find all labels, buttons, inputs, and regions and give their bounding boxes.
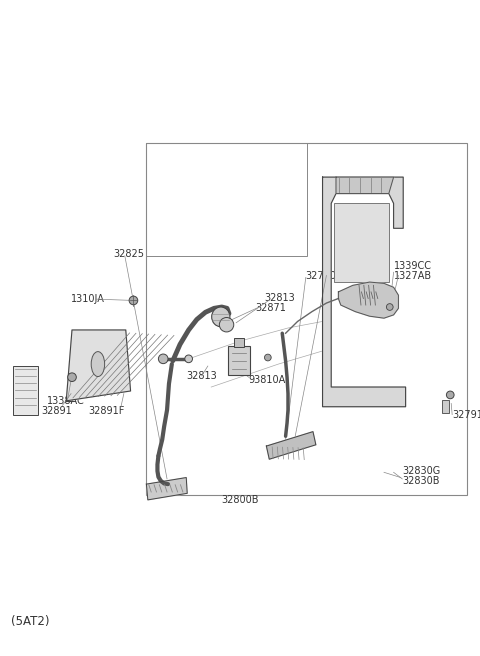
- Text: (5AT2): (5AT2): [11, 615, 49, 628]
- Text: 93810A: 93810A: [249, 375, 286, 385]
- Circle shape: [158, 354, 168, 363]
- Text: 32891F: 32891F: [89, 405, 125, 416]
- Text: 32791: 32791: [452, 409, 480, 420]
- Polygon shape: [266, 432, 316, 459]
- Text: 32871: 32871: [255, 302, 286, 313]
- Text: 32830B: 32830B: [402, 476, 440, 486]
- Polygon shape: [66, 330, 131, 401]
- Text: 32700A: 32700A: [306, 270, 343, 281]
- Text: 32891: 32891: [42, 405, 72, 416]
- Bar: [228, 346, 250, 375]
- Polygon shape: [146, 478, 187, 500]
- Text: 1338AC: 1338AC: [47, 396, 85, 407]
- Text: 1339CC: 1339CC: [394, 261, 432, 272]
- Circle shape: [386, 304, 393, 310]
- Bar: [146, 143, 467, 495]
- Circle shape: [446, 391, 454, 399]
- Text: 32830G: 32830G: [402, 466, 441, 476]
- Text: 32813: 32813: [186, 371, 217, 381]
- Circle shape: [185, 355, 192, 363]
- Bar: [146, 143, 307, 256]
- Bar: [234, 338, 244, 347]
- Text: 1327AB: 1327AB: [394, 270, 432, 281]
- Text: 32800B: 32800B: [221, 495, 259, 505]
- Bar: [334, 203, 389, 282]
- Ellipse shape: [91, 352, 105, 377]
- Polygon shape: [336, 177, 394, 194]
- Bar: [442, 400, 449, 413]
- Ellipse shape: [219, 318, 234, 332]
- Bar: [13, 366, 38, 415]
- Circle shape: [129, 296, 138, 305]
- Text: 32813: 32813: [264, 293, 295, 304]
- Polygon shape: [323, 177, 406, 407]
- Text: 1310JA: 1310JA: [71, 294, 105, 304]
- Circle shape: [68, 373, 76, 382]
- Polygon shape: [338, 282, 398, 318]
- Circle shape: [264, 354, 271, 361]
- Text: 32825: 32825: [113, 249, 144, 259]
- Ellipse shape: [212, 307, 230, 327]
